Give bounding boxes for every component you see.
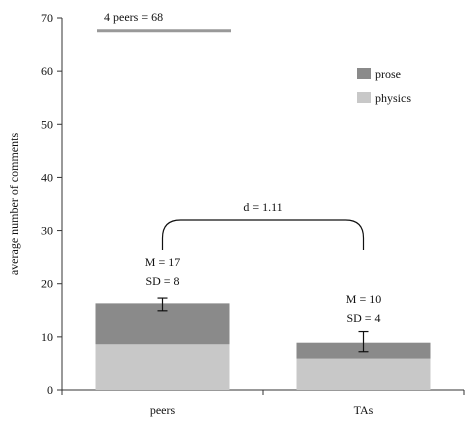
y-tick-label: 30 xyxy=(41,224,53,238)
effect-size-label: d = 1.11 xyxy=(243,200,282,214)
legend-swatch-physics xyxy=(357,92,371,103)
y-tick-label: 40 xyxy=(41,170,53,184)
y-tick-label: 60 xyxy=(41,64,53,78)
reference-line-label: 4 peers = 68 xyxy=(104,10,163,24)
legend: prose physics xyxy=(357,67,411,105)
effect-size-bracket xyxy=(161,219,365,250)
x-tick-label: peers xyxy=(150,403,176,417)
y-tick-label: 50 xyxy=(41,117,53,131)
legend-swatch-prose xyxy=(357,68,371,79)
y-tick-label: 70 xyxy=(41,11,53,25)
bar-peers-physics xyxy=(95,344,230,390)
bar-TAs-physics xyxy=(296,358,431,390)
tas-sd-label: SD = 4 xyxy=(346,311,380,325)
y-tick-label: 10 xyxy=(41,330,53,344)
bars xyxy=(95,303,431,390)
legend-label-physics: physics xyxy=(375,91,411,105)
y-tick-label: 20 xyxy=(41,277,53,291)
peers-mean-label: M = 17 xyxy=(145,255,180,269)
y-ticks: 0 10 20 30 40 50 60 70 xyxy=(41,11,62,397)
error-bars xyxy=(157,297,369,353)
x-ticks: peers TAs xyxy=(61,390,465,417)
y-axis-label: average number of comments xyxy=(7,133,21,276)
x-tick-label: TAs xyxy=(354,403,374,417)
tas-mean-label: M = 10 xyxy=(346,292,381,306)
y-tick-label: 0 xyxy=(47,383,53,397)
legend-label-prose: prose xyxy=(375,67,401,81)
peers-sd-label: SD = 8 xyxy=(145,274,179,288)
